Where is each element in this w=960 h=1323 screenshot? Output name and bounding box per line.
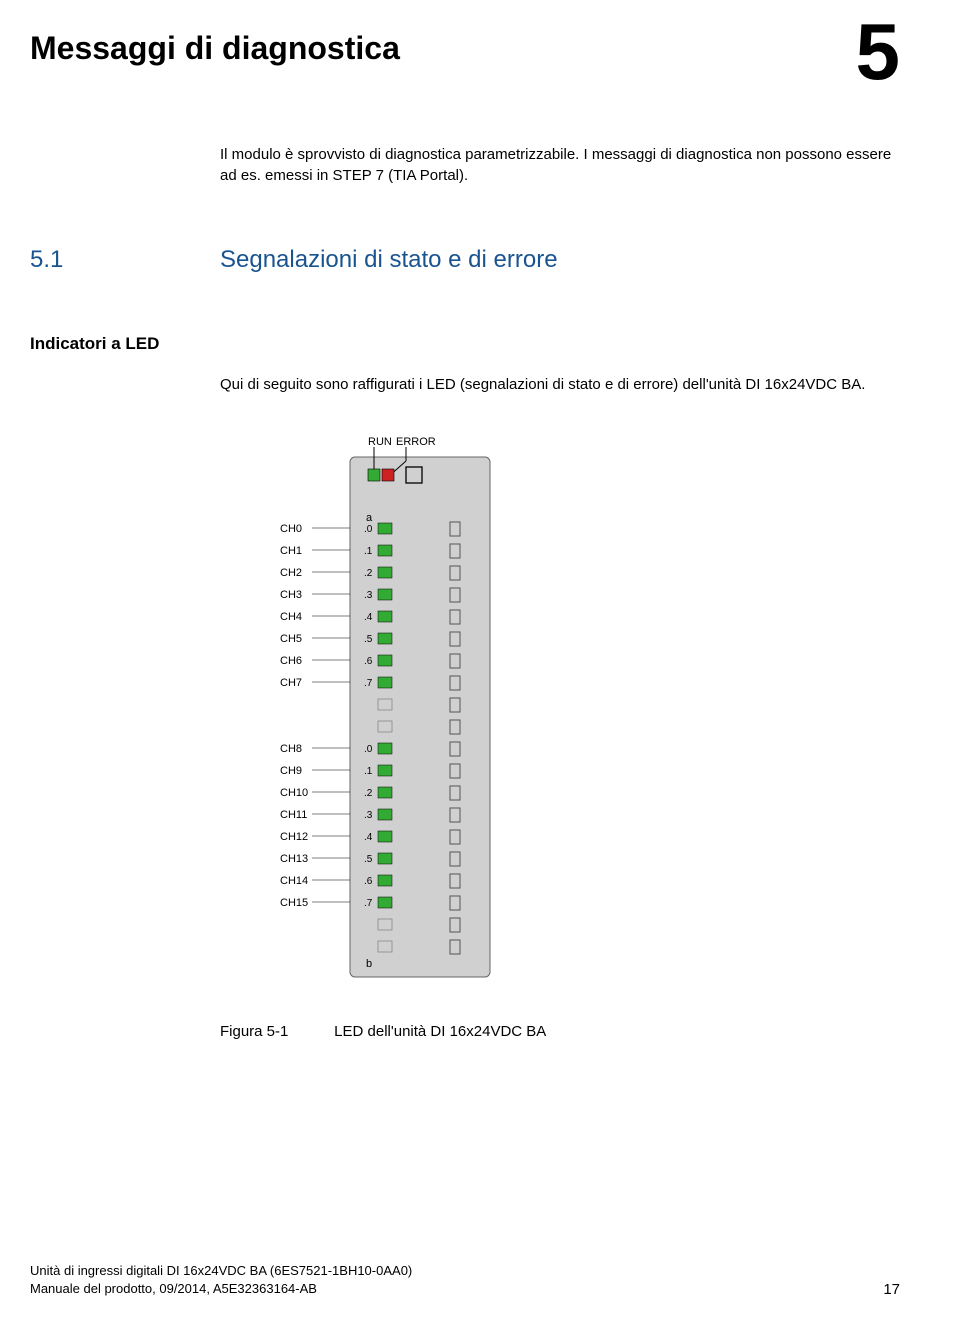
svg-text:CH14: CH14 — [280, 875, 308, 887]
page-header: Messaggi di diagnostica 5 — [30, 30, 900, 84]
svg-text:.0: .0 — [364, 744, 373, 755]
sub-description: Qui di seguito sono raffigurati i LED (s… — [220, 374, 900, 395]
svg-text:.5: .5 — [364, 854, 373, 865]
svg-text:.0: .0 — [364, 524, 373, 535]
svg-text:.7: .7 — [364, 678, 373, 689]
svg-text:CH3: CH3 — [280, 589, 302, 601]
svg-text:a: a — [366, 512, 373, 524]
svg-text:CH8: CH8 — [280, 743, 302, 755]
svg-text:CH4: CH4 — [280, 611, 302, 623]
svg-text:.1: .1 — [364, 546, 373, 557]
footer-line2: Manuale del prodotto, 09/2014, A5E323631… — [30, 1280, 412, 1298]
page-number: 17 — [883, 1281, 900, 1298]
svg-text:.7: .7 — [364, 898, 373, 909]
svg-text:CH0: CH0 — [280, 523, 302, 535]
chapter-number: 5 — [856, 20, 901, 84]
figure-text: LED dell'unità DI 16x24VDC BA — [334, 1023, 546, 1040]
section-heading: 5.1 Segnalazioni di stato e di errore — [30, 246, 900, 274]
footer-line1: Unità di ingressi digitali DI 16x24VDC B… — [30, 1262, 412, 1280]
svg-text:CH2: CH2 — [280, 567, 302, 579]
svg-text:RUN: RUN — [368, 436, 392, 448]
svg-text:CH1: CH1 — [280, 545, 302, 557]
intro-paragraph: Il modulo è sprovvisto di diagnostica pa… — [220, 144, 900, 186]
svg-text:b: b — [366, 958, 372, 970]
svg-text:CH12: CH12 — [280, 831, 308, 843]
page-footer: Unità di ingressi digitali DI 16x24VDC B… — [30, 1262, 900, 1298]
led-diagram: RUN ERROR a CH0 .0 CH1 .1 CH2 .2 CH3 .3 CH4 .4 CH5 .5 C… — [220, 425, 620, 1005]
svg-text:.5: .5 — [364, 634, 373, 645]
svg-text:.4: .4 — [364, 612, 373, 623]
section-title: Segnalazioni di stato e di errore — [220, 246, 558, 274]
svg-text:.1: .1 — [364, 766, 373, 777]
figure-label: Figura 5-1 — [220, 1023, 330, 1040]
svg-text:.4: .4 — [364, 832, 373, 843]
sub-heading: Indicatori a LED — [30, 334, 900, 354]
svg-text:.6: .6 — [364, 876, 373, 887]
svg-text:.2: .2 — [364, 788, 373, 799]
svg-text:.3: .3 — [364, 590, 373, 601]
svg-text:.2: .2 — [364, 568, 373, 579]
svg-text:.6: .6 — [364, 656, 373, 667]
section-number: 5.1 — [30, 246, 220, 274]
svg-text:CH15: CH15 — [280, 897, 308, 909]
svg-text:CH13: CH13 — [280, 853, 308, 865]
svg-text:CH9: CH9 — [280, 765, 302, 777]
svg-text:.3: .3 — [364, 810, 373, 821]
svg-text:ERROR: ERROR — [396, 436, 436, 448]
svg-text:CH5: CH5 — [280, 633, 302, 645]
svg-text:CH6: CH6 — [280, 655, 302, 667]
svg-text:CH10: CH10 — [280, 787, 308, 799]
svg-text:CH11: CH11 — [280, 809, 307, 821]
led-diagram-svg: RUN ERROR a CH0 .0 CH1 .1 CH2 .2 CH3 .3 CH4 .4 CH5 .5 C… — [220, 425, 620, 1005]
svg-text:CH7: CH7 — [280, 677, 302, 689]
figure-caption: Figura 5-1 LED dell'unità DI 16x24VDC BA — [220, 1023, 900, 1040]
page-title: Messaggi di diagnostica — [30, 30, 400, 67]
